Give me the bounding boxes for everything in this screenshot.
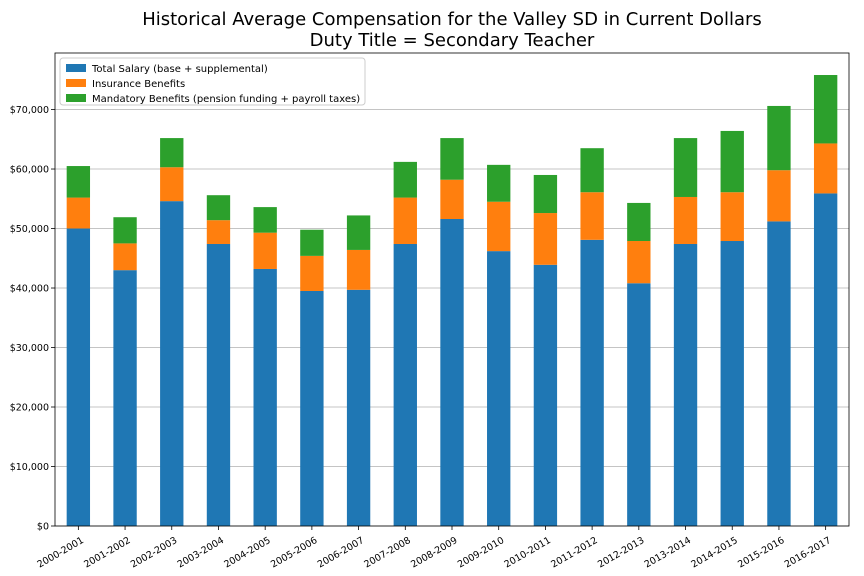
bar-0-2002-2003 bbox=[160, 201, 184, 527]
plot-frame bbox=[54, 52, 850, 527]
x-tick-label: 2011-2012 bbox=[549, 535, 599, 570]
bar-2-2013-2014 bbox=[673, 138, 698, 197]
bar-2-2010-2011 bbox=[533, 174, 558, 214]
bar-0-2007-2008 bbox=[393, 243, 417, 526]
bar-0-2008-2009 bbox=[440, 218, 464, 527]
bar-0-2015-2016 bbox=[767, 221, 791, 526]
x-tick-label: 2016-2017 bbox=[783, 535, 833, 570]
bar-2-2002-2003 bbox=[160, 138, 184, 168]
bar-1-2012-2013 bbox=[627, 241, 651, 284]
y-tick-label: $30,000 bbox=[10, 343, 49, 354]
x-tick-label: 2003-2004 bbox=[176, 535, 226, 570]
bar-0-2003-2004 bbox=[206, 243, 231, 526]
x-tick-label: 2005-2006 bbox=[269, 535, 319, 570]
bar-2-2012-2013 bbox=[627, 202, 651, 242]
x-tick-label: 2014-2015 bbox=[689, 535, 739, 570]
x-tick-label: 2013-2014 bbox=[643, 535, 693, 570]
y-tick-label: $40,000 bbox=[10, 284, 49, 295]
bar-1-2010-2011 bbox=[533, 213, 558, 265]
bar-0-2016-2017 bbox=[813, 193, 838, 526]
bar-2-2011-2012 bbox=[580, 148, 604, 193]
chart-subtitle: Duty Title = Secondary Teacher bbox=[310, 30, 595, 51]
legend-swatch-1 bbox=[66, 79, 86, 87]
x-tick-label: 2015-2016 bbox=[736, 535, 786, 570]
x-tick-label: 2004-2005 bbox=[222, 535, 272, 570]
x-tick-label: 2007-2008 bbox=[362, 535, 412, 570]
bar-1-2002-2003 bbox=[160, 167, 184, 202]
bar-0-2013-2014 bbox=[673, 243, 698, 526]
x-tick-label: 2009-2010 bbox=[456, 535, 506, 570]
bar-0-2011-2012 bbox=[580, 239, 604, 526]
bar-2-2009-2010 bbox=[487, 164, 511, 202]
bar-1-2014-2015 bbox=[720, 192, 744, 242]
x-tick-label: 2002-2003 bbox=[129, 535, 179, 570]
bar-1-2005-2006 bbox=[300, 255, 324, 291]
bar-0-2001-2002 bbox=[113, 270, 137, 526]
bar-1-2016-2017 bbox=[813, 143, 838, 194]
bar-2-2005-2006 bbox=[300, 229, 324, 256]
legend-swatch-0 bbox=[66, 64, 86, 72]
bar-2-2003-2004 bbox=[206, 195, 231, 221]
bar-1-2007-2008 bbox=[393, 197, 417, 244]
bar-2-2015-2016 bbox=[767, 105, 791, 171]
x-tick-label: 2006-2007 bbox=[316, 535, 366, 570]
legend-label-2: Mandatory Benefits (pension funding + pa… bbox=[92, 94, 360, 105]
bar-1-2015-2016 bbox=[767, 170, 791, 222]
legend-box bbox=[59, 57, 366, 106]
legend: Total Salary (base + supplemental) Insura… bbox=[59, 57, 366, 106]
bar-1-2008-2009 bbox=[440, 179, 464, 219]
bar-0-2014-2015 bbox=[720, 241, 744, 526]
legend-swatch-2 bbox=[66, 94, 86, 102]
bar-2-2014-2015 bbox=[720, 130, 744, 193]
bar-0-2012-2013 bbox=[627, 283, 651, 526]
chart-title: Historical Average Compensation for the … bbox=[142, 9, 762, 30]
x-tick-label: 2000-2001 bbox=[35, 535, 85, 570]
bar-2-2001-2002 bbox=[113, 217, 137, 244]
y-tick-label: $60,000 bbox=[10, 165, 49, 176]
bar-0-2000-2001 bbox=[66, 228, 91, 526]
bar-0-2009-2010 bbox=[487, 251, 511, 527]
bar-2-2007-2008 bbox=[393, 161, 417, 198]
y-tick-label: $70,000 bbox=[10, 105, 49, 116]
y-tick-label: $20,000 bbox=[10, 403, 49, 414]
bar-0-2005-2006 bbox=[300, 290, 324, 526]
legend-label-1: Insurance Benefits bbox=[92, 79, 185, 90]
bar-2-2016-2017 bbox=[813, 75, 838, 144]
legend-label-0: Total Salary (base + supplemental) bbox=[91, 64, 268, 75]
bar-1-2000-2001 bbox=[66, 197, 91, 229]
bars bbox=[66, 75, 838, 527]
y-tick-label: $50,000 bbox=[10, 224, 49, 235]
bar-1-2011-2012 bbox=[580, 192, 604, 240]
bar-1-2006-2007 bbox=[346, 249, 371, 290]
bar-0-2004-2005 bbox=[253, 268, 277, 526]
bar-2-2000-2001 bbox=[66, 166, 91, 198]
bar-1-2001-2002 bbox=[113, 243, 137, 271]
bar-1-2013-2014 bbox=[673, 196, 698, 244]
x-tick-label: 2008-2009 bbox=[409, 535, 459, 570]
bar-0-2006-2007 bbox=[346, 289, 371, 526]
x-tick-label: 2010-2011 bbox=[503, 535, 553, 570]
bar-2-2008-2009 bbox=[440, 138, 464, 180]
bar-1-2004-2005 bbox=[253, 232, 277, 269]
bar-2-2006-2007 bbox=[346, 215, 371, 250]
bar-1-2009-2010 bbox=[487, 201, 511, 252]
y-tick-label: $0 bbox=[37, 522, 49, 533]
x-tick-label: 2001-2002 bbox=[82, 535, 132, 570]
bar-1-2003-2004 bbox=[206, 220, 231, 244]
bar-0-2010-2011 bbox=[533, 264, 558, 526]
x-tick-label: 2012-2013 bbox=[596, 535, 646, 570]
y-tick-label: $10,000 bbox=[10, 462, 49, 473]
bar-2-2004-2005 bbox=[253, 207, 277, 233]
